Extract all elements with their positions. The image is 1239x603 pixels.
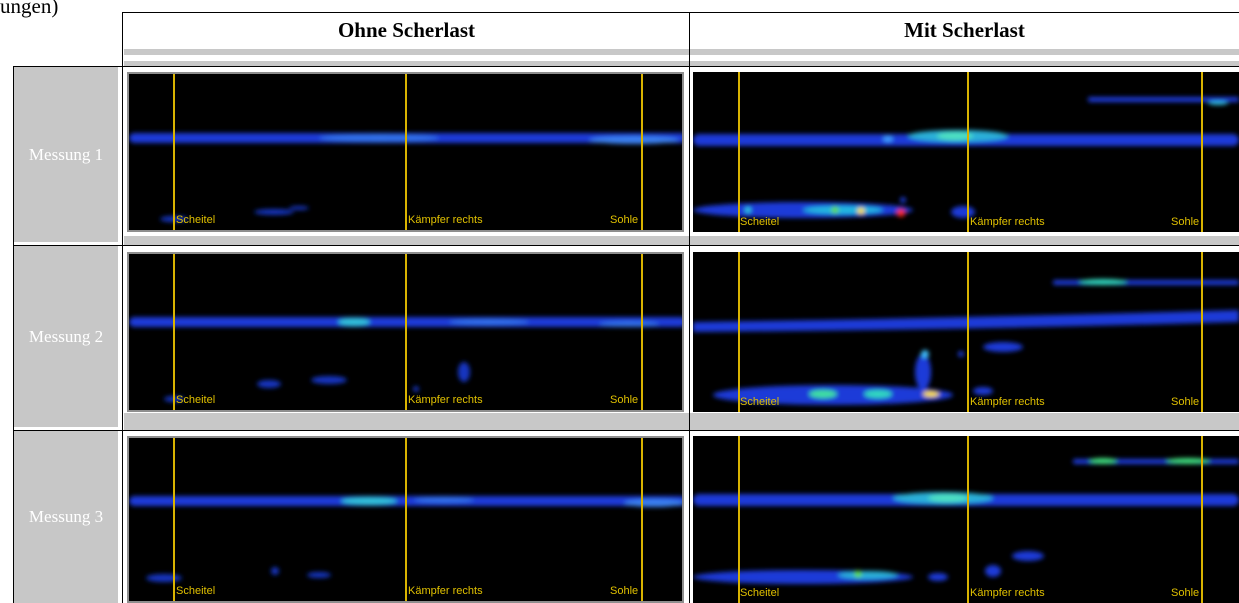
label-springer: Kämpfer rechts bbox=[970, 216, 1045, 228]
table-column-divider bbox=[689, 12, 690, 603]
label-crown: Scheitel bbox=[176, 585, 216, 597]
label-crown: Scheitel bbox=[740, 216, 780, 228]
cell-strip bbox=[690, 236, 1239, 246]
row-label-1: Messung 1 bbox=[14, 67, 118, 242]
table-border-left bbox=[122, 12, 123, 603]
label-crown: Scheitel bbox=[740, 587, 780, 599]
table-border-left-outer bbox=[13, 66, 14, 603]
heatmap-svg bbox=[129, 133, 682, 222]
caption-fragment: ungen) bbox=[0, 0, 59, 18]
header-without-shear: Ohne Scherlast bbox=[124, 12, 689, 55]
label-invert: Sohle bbox=[610, 585, 639, 597]
invert-marker-line bbox=[641, 438, 643, 601]
label-springer: Kämpfer rechts bbox=[408, 214, 483, 226]
heatmap-svg bbox=[693, 279, 1239, 405]
label-springer: Kämpfer rechts bbox=[408, 585, 483, 597]
springer-marker-line bbox=[405, 74, 407, 230]
springer-marker-line bbox=[967, 72, 969, 232]
label-invert: Sohle bbox=[1171, 587, 1200, 599]
label-invert: Sohle bbox=[1171, 396, 1200, 408]
label-springer: Kämpfer rechts bbox=[970, 587, 1045, 599]
invert-marker-line bbox=[1201, 436, 1203, 603]
heatmap-row2-without-shear: Scheitel Kämpfer rechts Sohle bbox=[127, 252, 684, 412]
springer-marker-line bbox=[967, 436, 969, 603]
springer-marker-line bbox=[967, 252, 969, 412]
cell-strip bbox=[124, 61, 689, 66]
springer-marker-line bbox=[405, 438, 407, 601]
crown-marker-line bbox=[173, 74, 175, 230]
table-row-divider bbox=[14, 66, 1239, 67]
label-invert: Sohle bbox=[610, 394, 639, 406]
crown-marker-line bbox=[738, 436, 740, 603]
invert-marker-line bbox=[1201, 252, 1203, 412]
table-border-top bbox=[122, 12, 1239, 13]
table-row-divider bbox=[14, 245, 1239, 246]
cell-strip bbox=[124, 413, 689, 431]
invert-marker-line bbox=[1201, 72, 1203, 232]
label-invert: Sohle bbox=[610, 214, 639, 226]
label-springer: Kämpfer rechts bbox=[408, 394, 483, 406]
crown-marker-line bbox=[173, 438, 175, 601]
heatmap-svg bbox=[693, 458, 1239, 584]
table-row-divider bbox=[14, 430, 1239, 431]
heatmap-row1-without-shear: Scheitel Kämpfer rechts Sohle bbox=[127, 72, 684, 232]
label-springer: Kämpfer rechts bbox=[970, 396, 1045, 408]
heatmap-row2-with-shear: Scheitel Kämpfer rechts Sohle bbox=[693, 252, 1239, 412]
row-label-2: Messung 2 bbox=[14, 246, 118, 427]
header-with-shear: Mit Scherlast bbox=[690, 12, 1239, 55]
row-label-3: Messung 3 bbox=[14, 431, 118, 603]
label-crown: Scheitel bbox=[176, 394, 216, 406]
cell-strip bbox=[124, 236, 689, 246]
crown-marker-line bbox=[738, 252, 740, 412]
heatmap-svg bbox=[693, 97, 1239, 218]
crown-marker-line bbox=[738, 72, 740, 232]
label-crown: Scheitel bbox=[176, 214, 216, 226]
cell-strip bbox=[690, 413, 1239, 431]
crown-marker-line bbox=[173, 254, 175, 410]
invert-marker-line bbox=[641, 74, 643, 230]
label-crown: Scheitel bbox=[740, 396, 780, 408]
heatmap-row1-with-shear: Scheitel Kämpfer rechts Sohle bbox=[693, 72, 1239, 232]
springer-marker-line bbox=[405, 254, 407, 410]
heatmap-row3-without-shear: Scheitel Kämpfer rechts Sohle bbox=[127, 436, 684, 603]
cell-strip bbox=[690, 61, 1239, 66]
invert-marker-line bbox=[641, 254, 643, 410]
heatmap-row3-with-shear: Scheitel Kämpfer rechts Sohle bbox=[693, 436, 1239, 603]
label-invert: Sohle bbox=[1171, 216, 1200, 228]
